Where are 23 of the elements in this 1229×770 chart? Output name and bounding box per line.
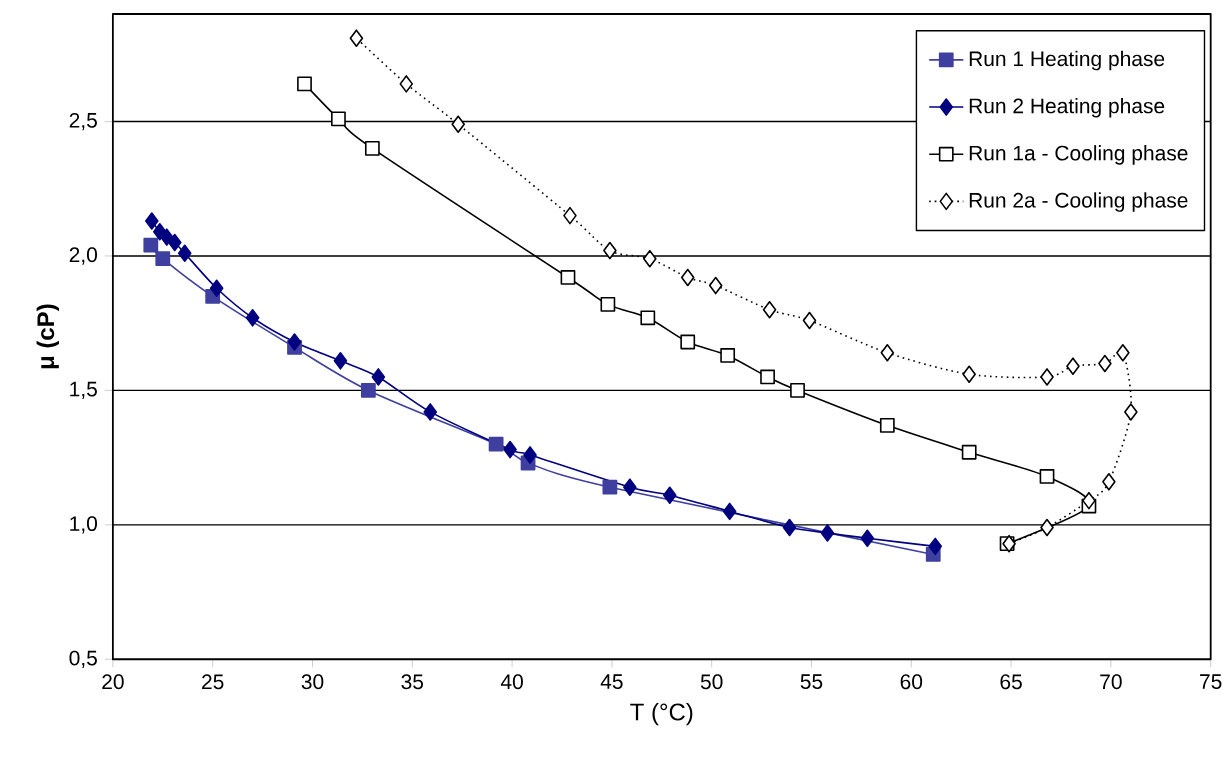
x-tick-label: 45: [600, 674, 623, 689]
y-tick-label: 0,5: [69, 650, 97, 668]
x-tick-label: 35: [401, 674, 424, 690]
legend-label: Run 1a - Cooling phase: [969, 145, 1188, 165]
y-tick-label: 2,0: [69, 247, 98, 265]
x-tick-label: 70: [1100, 674, 1122, 690]
legend-label: Run 2 Heating phase: [969, 97, 1165, 118]
legend-label: Run 1 Heating phase: [969, 50, 1165, 71]
y-tick-label: 1,5: [70, 381, 97, 399]
x-tick-label: 60: [900, 674, 923, 690]
y-axis-title: μ (cP): [36, 304, 59, 369]
x-tick-label: 40: [500, 674, 523, 690]
x-tick-label: 65: [1000, 674, 1022, 690]
x-tick-label: 20: [102, 674, 124, 690]
x-tick-label: 25: [202, 674, 224, 690]
y-tick-label: 1,0: [70, 516, 98, 534]
x-tick-label: 30: [301, 674, 324, 690]
x-tick-label: 75: [1200, 674, 1222, 689]
x-tick-label: 50: [700, 674, 723, 690]
y-tick-label: 2,5: [69, 112, 97, 131]
x-axis-title: T (°C): [630, 702, 693, 726]
legend-label: Run 2a - Cooling phase: [969, 192, 1188, 212]
x-tick-label: 55: [800, 674, 823, 689]
